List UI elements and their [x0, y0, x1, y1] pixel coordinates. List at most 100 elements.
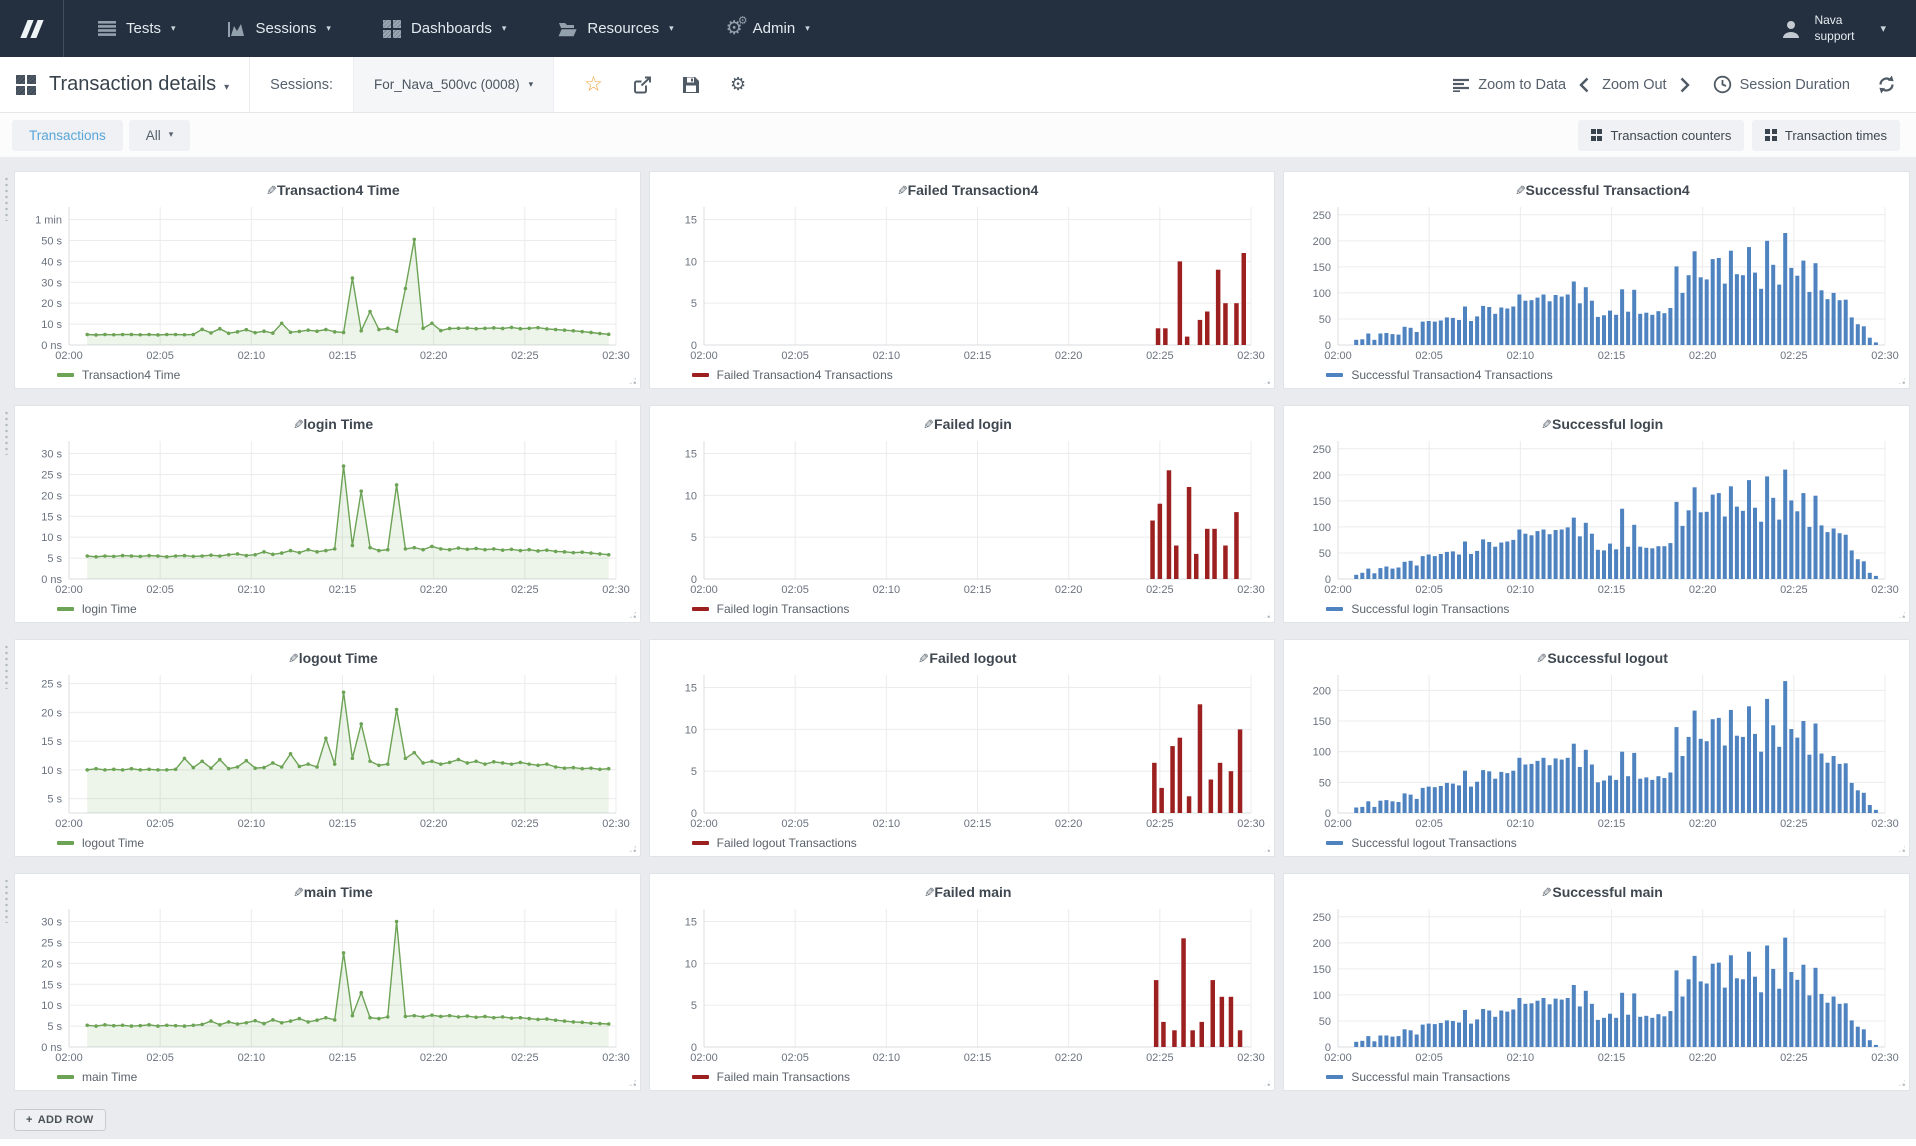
pan-left-button[interactable]: [1579, 77, 1589, 93]
edit-icon[interactable]: ✎: [1514, 184, 1526, 199]
legend-label: Successful Transaction4 Transactions: [1351, 368, 1553, 382]
resize-handle[interactable]: [1897, 610, 1907, 620]
panel-transaction4-time: ✎Transaction4 Time 02:00 02:05 02:10 02:15 0…: [14, 171, 641, 389]
edit-icon[interactable]: ✎: [1541, 418, 1552, 433]
svg-text:0: 0: [1325, 340, 1331, 352]
resize-handle[interactable]: [1897, 1078, 1907, 1088]
chart-legend: Successful Transaction4 Transactions: [1292, 365, 1901, 385]
chart-canvas[interactable]: 02:00 02:05 02:10 02:15 02:20 02:25 02:30 15 10 5…: [658, 903, 1267, 1067]
resize-handle[interactable]: [627, 844, 638, 854]
svg-text:02:00: 02:00: [1325, 350, 1353, 362]
edit-icon[interactable]: ✎: [923, 418, 935, 433]
resize-handle[interactable]: [1262, 1078, 1273, 1088]
chart-title: ✎Successful login: [1292, 411, 1901, 435]
svg-text:02:30: 02:30: [1872, 350, 1900, 362]
menu-dashboards[interactable]: Dashboards ▾: [382, 19, 506, 38]
zoom-to-data-button[interactable]: Zoom to Data: [1453, 77, 1566, 93]
edit-icon[interactable]: ✎: [287, 652, 299, 667]
chart-canvas[interactable]: 02:00 02:05 02:10 02:15 02:20 02:25 02:30 25 s 2…: [23, 669, 632, 833]
zoom-out-button[interactable]: Zoom Out: [1602, 76, 1667, 93]
svg-text:25 s: 25 s: [41, 679, 62, 691]
chart-canvas[interactable]: 02:00 02:05 02:10 02:15 02:20 02:25 02:30 15 10 5…: [658, 201, 1267, 365]
resize-handle[interactable]: [627, 1078, 638, 1088]
add-row-button[interactable]: + ADD ROW: [14, 1109, 106, 1131]
resize-handle[interactable]: [1897, 844, 1907, 854]
svg-text:02:20: 02:20: [1689, 350, 1717, 362]
caret-down-icon: ▾: [1880, 22, 1886, 35]
svg-text:100: 100: [1313, 288, 1331, 300]
tab-transactions[interactable]: Transactions: [12, 119, 123, 151]
row-drag-handle[interactable]: [3, 409, 9, 455]
svg-text:02:25: 02:25: [511, 350, 539, 362]
refresh-button[interactable]: [1877, 75, 1896, 94]
chart-canvas[interactable]: 02:00 02:05 02:10 02:15 02:20 02:25 02:30 30 s 2…: [23, 903, 632, 1067]
edit-icon[interactable]: ✎: [266, 184, 277, 199]
edit-icon[interactable]: ✎: [923, 886, 935, 901]
scope-dropdown[interactable]: All ▾: [128, 119, 191, 151]
chart-canvas[interactable]: 02:00 02:05 02:10 02:15 02:20 02:25 02:30 1 min…: [23, 201, 632, 365]
dashboard-title-group[interactable]: Transaction details ▾: [0, 57, 229, 112]
edit-icon[interactable]: ✎: [292, 886, 304, 901]
user-menu[interactable]: Nava support ▾: [1780, 0, 1916, 57]
svg-text:15 s: 15 s: [41, 979, 62, 991]
edit-icon[interactable]: ✎: [918, 652, 930, 667]
menu-sessions[interactable]: Sessions ▾: [227, 20, 331, 37]
chart-title-text: Successful main: [1552, 884, 1663, 900]
edit-icon[interactable]: ✎: [1541, 886, 1553, 901]
favorite-button[interactable]: ☆: [584, 74, 603, 95]
resize-handle[interactable]: [627, 610, 638, 620]
transaction-times-button[interactable]: Transaction times: [1752, 119, 1900, 151]
svg-text:02:05: 02:05: [146, 584, 174, 596]
resize-handle[interactable]: [1262, 610, 1273, 620]
chart-canvas[interactable]: 02:00 02:05 02:10 02:15 02:20 02:25 02:30 30 s 2…: [23, 435, 632, 599]
resize-handle[interactable]: [1897, 376, 1907, 386]
svg-text:02:00: 02:00: [55, 584, 83, 596]
legend-swatch: [57, 373, 74, 377]
resize-handle[interactable]: [1262, 844, 1273, 854]
svg-text:10 s: 10 s: [41, 1000, 62, 1012]
row-drag-handle[interactable]: [3, 175, 9, 221]
pan-right-button[interactable]: [1680, 77, 1690, 93]
edit-icon[interactable]: ✎: [1536, 652, 1548, 667]
chart-title-text: Failed logout: [929, 650, 1017, 666]
chart-canvas[interactable]: 02:00 02:05 02:10 02:15 02:20 02:25 02:30 15 10 5…: [658, 435, 1267, 599]
svg-text:150: 150: [1313, 262, 1331, 274]
app-logo[interactable]: [0, 0, 64, 57]
chart-canvas[interactable]: 02:00 02:05 02:10 02:15 02:20 02:25 02:30 250 20…: [1292, 903, 1901, 1067]
chart-canvas[interactable]: 02:00 02:05 02:10 02:15 02:20 02:25 02:30 200 15…: [1292, 669, 1901, 833]
svg-text:200: 200: [1313, 938, 1331, 950]
menu-admin[interactable]: ⚙ ⚙ Admin ▾: [726, 15, 810, 38]
session-select[interactable]: For_Nava_500vc (0008) ▾: [353, 57, 555, 112]
svg-text:10 s: 10 s: [41, 532, 62, 544]
chart-canvas[interactable]: 02:00 02:05 02:10 02:15 02:20 02:25 02:30 250 20…: [1292, 435, 1901, 599]
svg-text:02:30: 02:30: [1872, 584, 1900, 596]
session-duration-button[interactable]: Session Duration: [1713, 75, 1850, 94]
svg-text:02:25: 02:25: [1780, 818, 1808, 830]
caret-down-icon: ▾: [171, 23, 176, 34]
share-button[interactable]: [633, 76, 652, 94]
legend-swatch: [57, 841, 74, 845]
resize-handle[interactable]: [1262, 376, 1273, 386]
svg-text:02:25: 02:25: [1146, 818, 1174, 830]
resize-handle[interactable]: [627, 376, 638, 386]
clock-icon: [1713, 75, 1731, 94]
svg-text:200: 200: [1313, 685, 1331, 697]
row-drag-handle[interactable]: [3, 877, 9, 923]
menu-resources[interactable]: Resources ▾: [558, 20, 674, 37]
edit-icon[interactable]: ✎: [896, 184, 908, 199]
divider: [249, 57, 251, 112]
chart-legend: Successful main Transactions: [1292, 1067, 1901, 1087]
chart-canvas[interactable]: 02:00 02:05 02:10 02:15 02:20 02:25 02:30 250 20…: [1292, 201, 1901, 365]
panel-successful-logout: ✎Successful logout 02:00 02:05 02:10 02:15 0…: [1283, 639, 1910, 857]
edit-icon[interactable]: ✎: [292, 418, 304, 433]
chart-canvas[interactable]: 02:00 02:05 02:10 02:15 02:20 02:25 02:30 15 10 5…: [658, 669, 1267, 833]
svg-text:200: 200: [1313, 236, 1331, 248]
settings-button[interactable]: ⚙: [730, 75, 746, 94]
legend-label: Failed Transaction4 Transactions: [716, 368, 893, 382]
transaction-counters-button[interactable]: Transaction counters: [1577, 119, 1745, 151]
svg-text:50: 50: [1319, 777, 1331, 789]
menu-tests[interactable]: Tests ▾: [98, 20, 176, 37]
row-drag-handle[interactable]: [3, 643, 9, 689]
svg-text:02:25: 02:25: [1780, 1052, 1808, 1064]
save-button[interactable]: [682, 76, 700, 94]
